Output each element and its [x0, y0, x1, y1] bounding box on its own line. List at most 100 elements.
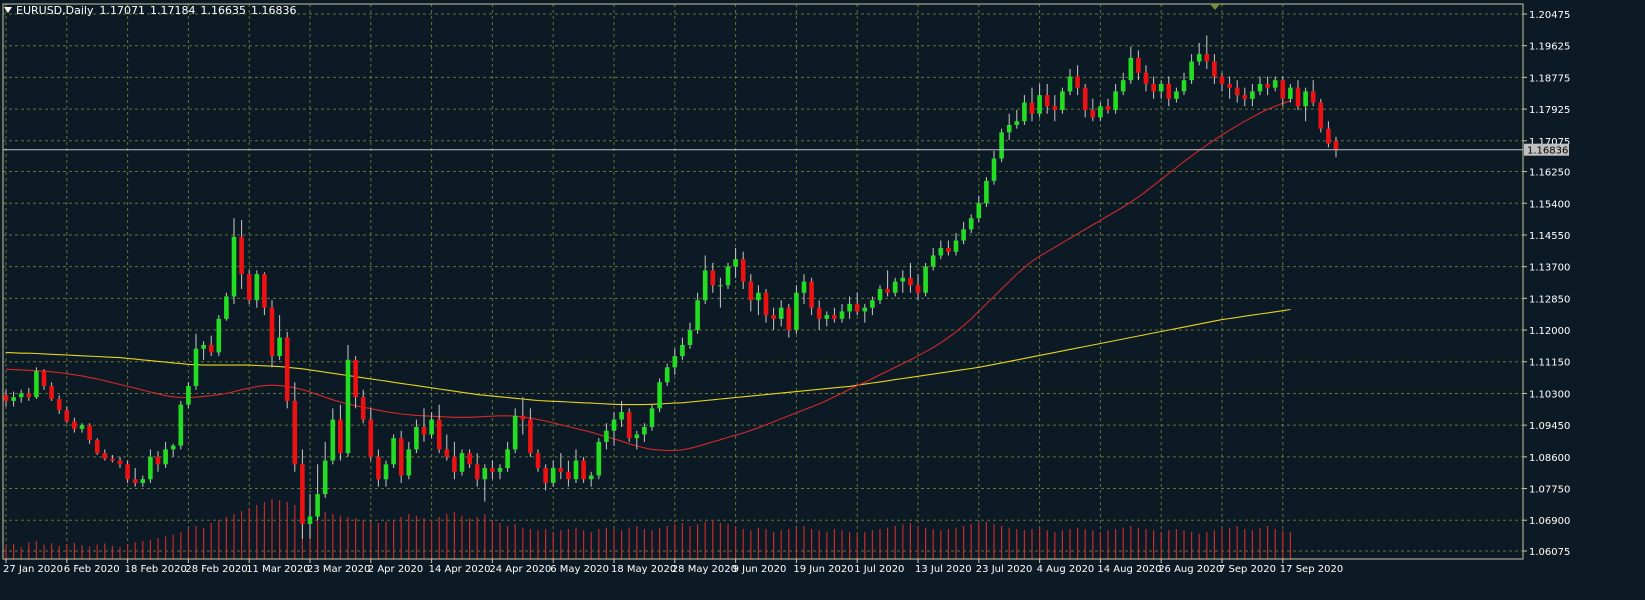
x-tick-label: 1 Jul 2020 — [854, 564, 904, 575]
x-tick-label: 14 Aug 2020 — [1097, 564, 1161, 575]
candle — [1326, 121, 1331, 148]
chart-shift-marker — [1210, 4, 1220, 10]
candle — [877, 285, 883, 304]
candle-body — [1075, 76, 1080, 88]
candle-body — [1060, 91, 1065, 111]
candle-body — [18, 393, 24, 398]
ma-slow-line — [5, 308, 1291, 406]
candle-body — [307, 516, 313, 524]
candle-body — [649, 408, 655, 428]
x-tick-label: 4 Aug 2020 — [1037, 564, 1095, 575]
candle — [277, 315, 282, 360]
candle-body — [505, 449, 510, 469]
candle-body — [816, 307, 822, 319]
candle-body — [277, 337, 282, 357]
candle — [505, 441, 510, 472]
candle — [64, 406, 70, 424]
candle-body — [102, 453, 108, 459]
candle-body — [444, 449, 450, 457]
candle — [208, 335, 214, 357]
candle — [269, 300, 275, 368]
candle-body — [231, 236, 237, 297]
candle — [687, 322, 693, 349]
y-tick-label: 1.18775 — [1529, 73, 1570, 84]
candle — [1128, 46, 1134, 84]
candle-body — [284, 337, 290, 401]
candle — [657, 378, 662, 413]
y-tick-label: 1.11150 — [1529, 358, 1570, 369]
candle-body — [1067, 76, 1073, 92]
candle-body — [246, 274, 252, 301]
candle — [1204, 35, 1210, 70]
y-tick-label: 1.06075 — [1529, 547, 1570, 558]
candle — [809, 277, 814, 316]
candle — [611, 412, 617, 446]
candle — [110, 454, 115, 463]
candle-body — [1333, 140, 1339, 150]
candle-body — [338, 419, 343, 454]
x-tick-label: 7 Sep 2020 — [1219, 564, 1276, 575]
candle — [452, 441, 457, 480]
x-tick-label: 13 Jul 2020 — [915, 564, 972, 575]
x-tick-label: 9 Jun 2020 — [733, 564, 787, 575]
candle-body — [117, 460, 123, 465]
candle-body — [216, 318, 222, 353]
candle — [284, 331, 290, 409]
candle — [999, 128, 1004, 163]
candle-body — [497, 468, 503, 472]
candle — [680, 337, 685, 360]
candle — [56, 395, 62, 414]
dropdown-triangle-icon[interactable] — [4, 7, 12, 13]
candle — [1120, 72, 1126, 96]
candle — [1052, 95, 1058, 122]
candle — [794, 285, 799, 334]
candle — [1105, 98, 1111, 114]
candle-body — [262, 274, 267, 308]
candle-body — [1272, 80, 1278, 88]
candle-body — [877, 289, 883, 301]
candle — [178, 400, 184, 450]
candle-body — [1037, 95, 1042, 114]
candle — [725, 262, 731, 290]
candle-body — [414, 427, 419, 450]
candle-body — [1090, 110, 1096, 118]
candle — [862, 303, 868, 323]
candle-body — [79, 425, 85, 429]
candle — [360, 389, 366, 424]
candle — [11, 391, 16, 407]
candle-body — [566, 471, 571, 480]
candle-body — [763, 292, 769, 316]
candle — [672, 348, 678, 375]
candle-body — [1181, 80, 1187, 92]
candle — [923, 262, 928, 297]
candle — [786, 303, 792, 338]
candle-body — [1280, 80, 1286, 99]
candle — [915, 274, 921, 301]
x-tick-label: 11 Mar 2020 — [246, 564, 309, 575]
candle-body — [664, 367, 670, 383]
candle — [984, 177, 989, 207]
candle-body — [452, 456, 457, 472]
candle-body — [1006, 124, 1012, 133]
candle-body — [421, 427, 427, 435]
candle — [322, 441, 328, 498]
candle-body — [854, 303, 860, 312]
candle-body — [49, 385, 54, 400]
candle-body — [1242, 95, 1248, 99]
candle-body — [72, 421, 77, 429]
candle — [474, 453, 480, 487]
candle-body — [482, 468, 488, 480]
candle — [1212, 54, 1217, 84]
candle — [740, 251, 746, 290]
candle-body — [832, 315, 837, 319]
candle-body — [1022, 102, 1027, 122]
candle-body — [140, 479, 146, 483]
candle-body — [1212, 61, 1217, 77]
candle-body — [1098, 106, 1103, 118]
candle — [307, 494, 313, 539]
x-tick-label: 19 Jun 2020 — [793, 564, 853, 575]
candle — [1272, 76, 1278, 92]
candle — [148, 449, 153, 483]
